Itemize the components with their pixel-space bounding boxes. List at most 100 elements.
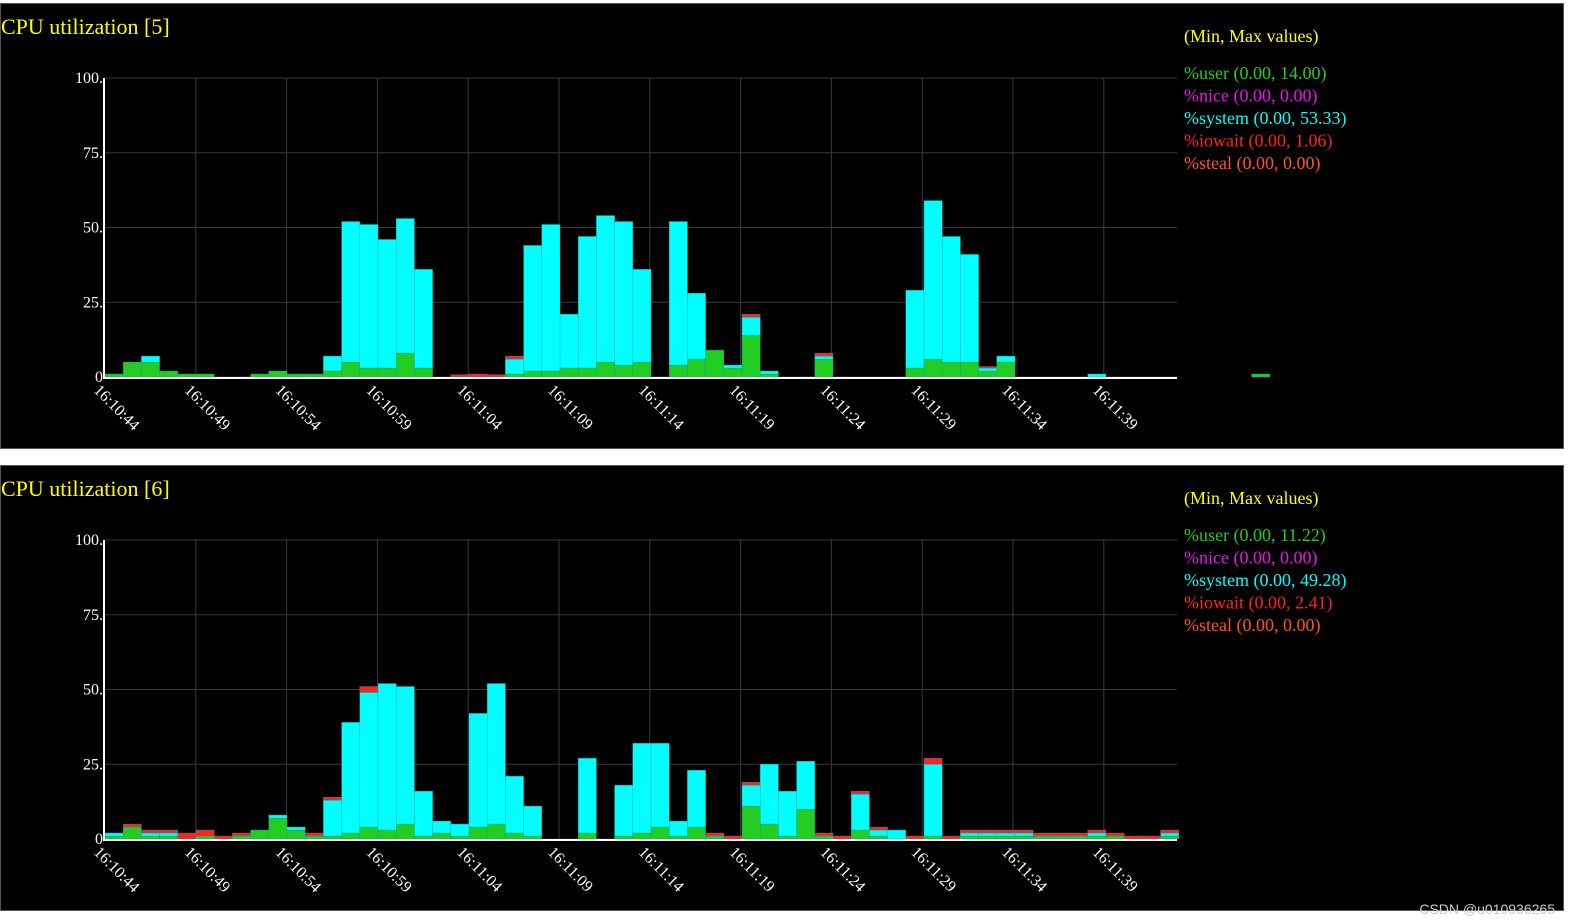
bar-segment-iowait xyxy=(923,758,943,765)
chart-title: CPU utilization [5] xyxy=(1,14,170,39)
x-tick-label: 16:11:19 xyxy=(726,844,778,896)
bar-segment-system xyxy=(650,743,670,828)
bar-segment-system xyxy=(996,832,1016,837)
bar-segment-user xyxy=(741,805,761,840)
bar-segment-user xyxy=(432,832,452,840)
x-tick-label: 16:10:59 xyxy=(363,382,415,434)
x-tick-label: 16:11:24 xyxy=(817,382,869,434)
x-tick-label: 16:11:04 xyxy=(453,844,505,896)
bar-segment-user xyxy=(359,826,379,840)
bar-segment-user xyxy=(1160,835,1179,840)
bar-segment-system xyxy=(632,269,652,363)
bar-segment-system xyxy=(396,218,415,354)
bar-segment-system xyxy=(286,826,306,831)
y-tick-label: 100. xyxy=(75,70,103,87)
bar-segment-user xyxy=(104,373,124,378)
x-tick-label: 16:10:54 xyxy=(272,844,324,896)
bar-segment-user xyxy=(632,361,652,378)
bar-segment-system xyxy=(978,832,997,837)
legend-entry-steal: %steal (0.00, 0.00) xyxy=(1184,615,1320,636)
bar-segment-user xyxy=(268,370,288,378)
bar-segment-user xyxy=(159,835,179,840)
bar-segment-user xyxy=(705,835,724,840)
bar-segment-user xyxy=(851,829,870,840)
bar-segment-iowait xyxy=(832,835,852,840)
bar-segment-user xyxy=(942,361,961,378)
bar-segment-system xyxy=(578,236,597,369)
bar-segment-user xyxy=(268,817,288,840)
bar-segment-iowait xyxy=(177,832,197,840)
bar-segment-user xyxy=(632,832,652,840)
x-tick-label: 16:10:44 xyxy=(90,382,142,434)
y-tick-label: 0 xyxy=(95,369,103,386)
legend-entry-user: %user (0.00, 14.00) xyxy=(1184,63,1326,84)
bar-segment-system xyxy=(687,770,706,828)
x-tick-label: 16:11:39 xyxy=(1089,844,1141,896)
bar-segment-system xyxy=(778,790,797,837)
bar-segment-system xyxy=(359,224,379,369)
bar-segment-user xyxy=(760,823,779,840)
bar-segment-system xyxy=(1087,373,1107,378)
watermark: CSDN @u010936265 xyxy=(1419,901,1555,917)
bar-segment-iowait xyxy=(814,832,834,837)
x-tick-label: 16:11:09 xyxy=(544,382,596,434)
x-tick-label: 16:11:34 xyxy=(998,382,1050,434)
x-tick-label: 16:11:24 xyxy=(817,844,869,896)
x-tick-label: 16:11:39 xyxy=(1089,382,1141,434)
bar-segment-iowait xyxy=(141,829,160,834)
bar-segment-system xyxy=(450,823,470,837)
bar-segment-user xyxy=(905,367,925,378)
bar-segment-system xyxy=(978,367,997,372)
bar-segment-iowait xyxy=(1069,832,1088,837)
bar-segment-user xyxy=(341,832,361,840)
cpu-chart-panel-5: CPU utilization [5] 100. 75. 50. 25. 0 16:10:4… xyxy=(0,3,1564,449)
bar-segment-iowait xyxy=(741,781,761,786)
bar-segment-system xyxy=(669,221,688,366)
bar-segment-user xyxy=(596,361,615,378)
y-tick-label: 75. xyxy=(83,607,103,624)
bar-segment-system xyxy=(596,215,615,363)
bar-segment-iowait xyxy=(723,835,743,840)
bar-segment-user xyxy=(923,835,943,840)
bar-segment-user xyxy=(760,373,779,378)
legend-entry-iowait: %iowait (0.00, 2.41) xyxy=(1184,593,1332,614)
bar-segment-user xyxy=(923,358,943,378)
bar-segment-system xyxy=(1087,832,1107,837)
bar-segment-user xyxy=(141,361,160,378)
bar-segment-iowait xyxy=(505,355,524,360)
bar-segment-user xyxy=(414,367,433,378)
bar-segment-user xyxy=(1251,373,1270,378)
bar-segment-iowait xyxy=(1051,832,1070,837)
y-tick-label: 25. xyxy=(83,294,103,311)
bar-segment-system xyxy=(669,820,688,837)
y-tick-label: 50. xyxy=(83,220,103,237)
bar-segment-system xyxy=(1014,832,1034,837)
bar-segment-user xyxy=(250,373,270,378)
bar-segment-user xyxy=(377,367,397,378)
bar-segment-system xyxy=(268,814,288,819)
bar-segment-user xyxy=(487,823,506,840)
bar-segment-system xyxy=(487,683,506,825)
bar-segment-user xyxy=(286,373,306,378)
bar-segment-iowait xyxy=(978,829,997,834)
bar-segment-iowait xyxy=(450,374,470,378)
bar-segment-user xyxy=(414,835,433,840)
bar-segment-user xyxy=(1105,835,1125,840)
bar-segment-system xyxy=(141,355,160,363)
bar-segment-user xyxy=(996,835,1016,840)
bar-segment-system xyxy=(851,793,870,831)
bar-segment-user xyxy=(687,826,706,840)
bar-segment-system xyxy=(942,236,961,363)
bar-segment-system xyxy=(505,358,524,375)
bar-segment-system xyxy=(341,221,361,363)
bar-segment-system xyxy=(159,832,179,837)
bar-segment-user xyxy=(523,835,542,840)
bar-segment-user xyxy=(996,361,1016,378)
bar-segment-user xyxy=(177,373,197,378)
bar-segment-user xyxy=(232,835,251,840)
legend-entry-system: %system (0.00, 53.33) xyxy=(1184,108,1346,129)
bar-segment-iowait xyxy=(122,823,142,828)
bar-segment-user xyxy=(814,358,834,378)
x-tick-label: 16:10:54 xyxy=(272,382,324,434)
bar-segment-system xyxy=(923,200,943,360)
